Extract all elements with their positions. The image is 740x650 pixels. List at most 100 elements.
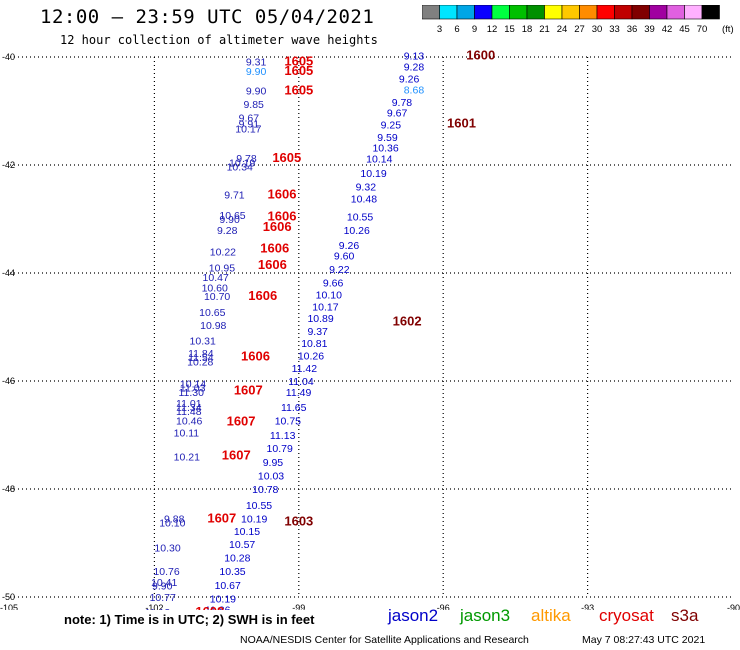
x-tick-label: -96 xyxy=(437,603,450,610)
pass-id-label: 1605 xyxy=(272,150,301,165)
wave-height-label: 11.13 xyxy=(145,607,171,610)
wave-height-label: 10.47 xyxy=(203,272,229,284)
footer-agency: NOAA/NESDIS Center for Satellite Applica… xyxy=(240,634,529,646)
wave-height-label: 10.15 xyxy=(234,526,260,538)
wave-height-label: 10.19 xyxy=(210,594,236,606)
wave-height-label: 10.28 xyxy=(187,357,213,369)
colorbar-tick-label: 12 xyxy=(487,24,498,35)
colorbar-tick-label: 3 xyxy=(437,24,442,35)
wave-height-label: 10.81 xyxy=(301,338,327,350)
wave-height-label: 10.21 xyxy=(174,452,200,464)
pass-id-label: 1601 xyxy=(447,115,476,130)
wave-height-label: 10.26 xyxy=(298,351,324,363)
pass-id-label: 1603 xyxy=(284,513,313,528)
color-swatch xyxy=(701,5,720,20)
wave-height-label: 10.10 xyxy=(316,290,342,302)
wave-height-label: 9.91 xyxy=(239,118,260,130)
y-tick-label: -40 xyxy=(2,52,15,62)
legend-cryosat: cryosat xyxy=(599,606,654,625)
wave-height-label: 10.67 xyxy=(215,580,241,592)
colorbar-tick-label: 30 xyxy=(592,24,603,35)
wave-height-label: 9.25 xyxy=(381,120,402,132)
colorbar-tick-label: 18 xyxy=(522,24,533,35)
wave-height-label: 10.41 xyxy=(151,577,177,589)
colorbar-tick-label: 9 xyxy=(472,24,477,35)
wave-height-label: 9.31 xyxy=(246,56,267,68)
wave-height-label: 9.88 xyxy=(164,514,185,526)
wave-height-label: 9.67 xyxy=(387,108,408,120)
pass-id-label: 1607 xyxy=(222,448,251,463)
wave-height-label: 9.32 xyxy=(356,182,377,194)
wave-height-label: 10.14 xyxy=(180,379,206,391)
wave-height-label: 10.17 xyxy=(235,123,261,135)
wave-height-label: 9.71 xyxy=(224,190,245,202)
colorbar-tick-label: 70 xyxy=(697,24,708,35)
wave-height-label: 10.14 xyxy=(366,154,392,166)
wave-height-label: 10.78 xyxy=(252,484,278,496)
wave-height-label: 10.19 xyxy=(360,168,386,180)
wave-height-label: 11.65 xyxy=(281,402,307,414)
colorbar-tick-label: 39 xyxy=(644,24,655,35)
wave-height-label: 11.30 xyxy=(178,387,204,399)
wave-height-label: 11.34 xyxy=(176,402,202,414)
wave-height-label: 9.26 xyxy=(339,240,360,252)
wave-height-label: 10.57 xyxy=(229,539,255,551)
wave-height-label: 10.19 xyxy=(241,514,267,526)
wave-height-label: 10.55 xyxy=(347,211,373,223)
wave-height-label: 10.48 xyxy=(351,193,377,205)
color-scale-bar: 3 6 9 12 15 18 21 24 27 30 33 36 39 42 45 70 (ft) xyxy=(422,5,734,35)
wave-height-label: 11.49 xyxy=(286,387,312,399)
wave-height-label: 10.95 xyxy=(209,263,235,275)
wave-height-label: 9.28 xyxy=(404,62,425,74)
wave-height-label: 10.30 xyxy=(154,542,180,554)
pass-id-label: 1607 xyxy=(234,383,263,398)
legend-jason3: jason3 xyxy=(460,606,511,625)
wave-height-label: 9.26 xyxy=(399,74,420,86)
wave-height-label: 9.85 xyxy=(243,99,264,111)
x-tick-label: -105 xyxy=(0,603,18,610)
colorbar-tick-label: 6 xyxy=(454,24,459,35)
wave-height-label: 10.22 xyxy=(210,246,236,258)
wave-height-label: 10.77 xyxy=(150,592,176,604)
pass-id-label: 1606 xyxy=(258,257,287,272)
wave-height-label: 10.28 xyxy=(224,553,250,565)
y-tick-label: -44 xyxy=(2,268,15,278)
legend-altika: altika xyxy=(531,606,571,625)
pass-id-label: 1605 xyxy=(284,63,313,78)
pass-id-label: 1602 xyxy=(393,314,422,329)
pass-id-label: 1606 xyxy=(260,241,289,256)
wave-height-label: 10.65 xyxy=(219,210,245,222)
wave-height-label: 11.84 xyxy=(188,348,214,360)
wave-height-label: 8.68 xyxy=(404,84,425,96)
wave-height-label: 9.60 xyxy=(334,251,355,263)
wave-height-label: 10.65 xyxy=(199,307,225,319)
pass-id-label: 1608 xyxy=(195,604,224,610)
wave-height-label: 10.70 xyxy=(204,291,230,303)
x-tick-label: -90 xyxy=(727,603,740,610)
wave-height-label: 11.03 xyxy=(180,382,206,394)
colorbar-tick-label: 21 xyxy=(539,24,550,35)
wave-height-label: 10.36 xyxy=(372,143,398,155)
wave-height-label: 9.90 xyxy=(246,66,267,78)
pass-id-label: 1606 xyxy=(241,349,270,364)
wave-height-label: 10.98 xyxy=(200,320,226,332)
wave-height-label: 9.22 xyxy=(329,264,350,276)
wave-height-label: 10.55 xyxy=(246,500,272,512)
wave-height-label: 10.46 xyxy=(176,415,202,427)
wave-height-label: 9.59 xyxy=(377,132,398,144)
wave-height-label: 9.95 xyxy=(263,457,284,469)
colorbar-tick-label: 36 xyxy=(627,24,638,35)
colorbar-tick-label: 24 xyxy=(557,24,568,35)
wave-height-label: 9.66 xyxy=(323,278,344,290)
wave-height-label: 10.89 xyxy=(307,313,333,325)
legend-jason2: jason2 xyxy=(388,606,439,625)
wave-height-label: 10.19 xyxy=(229,157,255,169)
wave-height-label: 10.76 xyxy=(153,566,179,578)
x-tick-label: -102 xyxy=(145,603,163,610)
colorbar-tick-label: 42 xyxy=(662,24,673,35)
y-tick-label: -46 xyxy=(2,376,15,386)
y-tick-label: -42 xyxy=(2,160,15,170)
units-note: note: 1) Time is in UTC; 2) SWH is in fe… xyxy=(64,612,315,627)
wave-height-label: 9.90 xyxy=(219,214,240,226)
wave-height-label: 9.13 xyxy=(404,50,425,62)
